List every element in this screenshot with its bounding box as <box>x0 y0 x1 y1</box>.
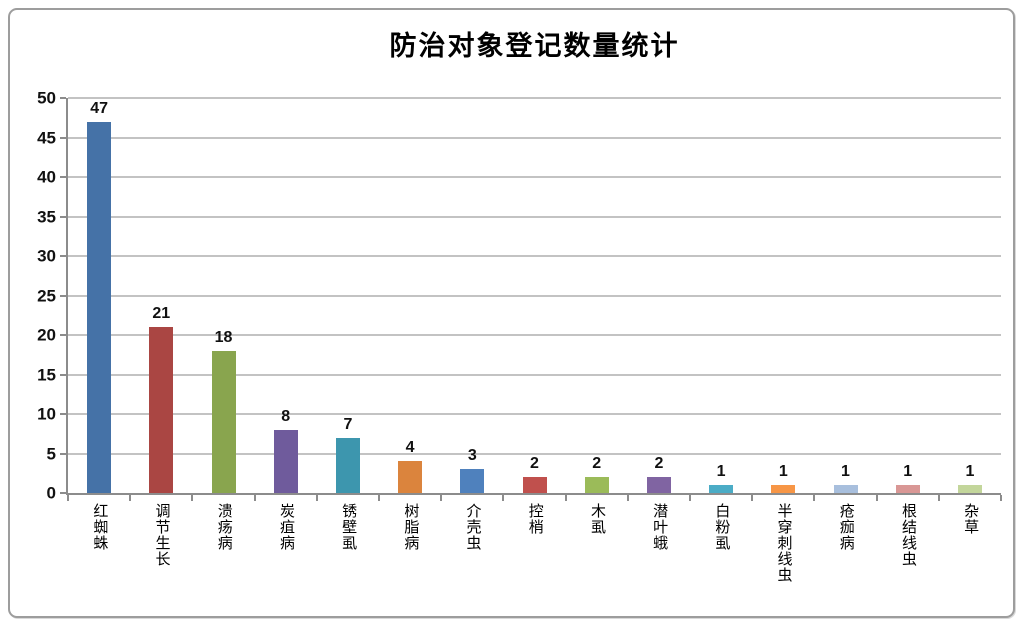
value-label: 4 <box>405 439 415 457</box>
y-axis-tick <box>60 413 66 415</box>
y-axis-tick-label: 5 <box>46 444 56 463</box>
y-axis-tick-label: 30 <box>37 246 56 266</box>
y-axis-tick <box>60 334 66 336</box>
x-axis-category-label: 溃疡病 <box>215 503 233 551</box>
bar-溃疡病 <box>211 350 236 493</box>
y-axis-tick <box>60 452 66 455</box>
x-axis-tick <box>1000 495 1002 501</box>
value-label: 1 <box>778 463 788 481</box>
x-axis-tick <box>315 495 318 501</box>
bar-锈壁虱 <box>335 437 360 493</box>
y-axis-tick <box>60 294 66 297</box>
gridline <box>68 334 1001 336</box>
x-axis-tick <box>813 495 816 501</box>
y-axis-line <box>66 98 68 493</box>
value-label: 18 <box>214 328 233 346</box>
value-label: 1 <box>965 463 975 481</box>
bar-根结线虫 <box>895 485 920 493</box>
x-axis-category-label: 木虱 <box>588 503 606 535</box>
bar-疮痂病 <box>833 485 858 493</box>
x-axis-tick <box>440 495 443 501</box>
bar-潜叶蛾 <box>646 477 671 493</box>
x-axis-category-label: 潜叶蛾 <box>651 503 669 551</box>
y-axis-tick <box>60 255 66 257</box>
y-axis-tick-label: 40 <box>37 167 56 187</box>
value-label: 7 <box>343 415 353 433</box>
x-axis-category-label: 树脂病 <box>402 503 420 551</box>
x-axis-category-label: 介壳虫 <box>464 503 482 551</box>
x-axis-category-label: 锈壁虱 <box>340 503 358 551</box>
x-axis-category-label: 控梢 <box>526 503 544 535</box>
x-axis-tick <box>378 495 380 501</box>
x-axis-tick <box>191 495 194 501</box>
bar-树脂病 <box>398 461 423 493</box>
x-axis-category-label: 红蜘蛛 <box>91 503 109 551</box>
bar-炭疽病 <box>273 429 298 493</box>
value-label: 21 <box>152 305 171 323</box>
x-axis-tick <box>502 495 505 501</box>
bar-木虱 <box>584 477 609 493</box>
y-axis-tick-label: 35 <box>37 207 56 226</box>
value-label: 3 <box>467 447 477 465</box>
value-label: 8 <box>281 407 291 425</box>
y-axis-tick <box>60 215 66 218</box>
value-label: 2 <box>592 455 602 473</box>
x-axis-category-label: 炭疽病 <box>277 503 295 551</box>
y-axis-tick <box>60 136 66 139</box>
bar-杂草 <box>957 485 982 493</box>
x-axis-tick <box>626 495 629 501</box>
y-axis-tick <box>60 492 66 494</box>
y-axis-tick <box>60 373 66 376</box>
bar-红蜘蛛 <box>87 121 112 493</box>
bar-白粉虱 <box>709 485 734 493</box>
x-axis-category-label: 杂草 <box>962 503 980 535</box>
chart-title: 防治对象登记数量统计 <box>389 31 680 61</box>
gridline <box>68 255 1001 257</box>
gridline <box>68 176 1001 178</box>
x-axis-tick <box>564 495 567 501</box>
gridline <box>68 452 1001 455</box>
value-label: 2 <box>654 455 664 473</box>
bar-控梢 <box>522 477 547 493</box>
x-axis-tick <box>875 495 878 501</box>
chart-frame: 防治对象登记数量统计 0 5 10 15 20 25 30 35 40 45 50 红蜘蛛 调节生长 溃… <box>8 8 1015 618</box>
x-axis-tick <box>689 495 691 501</box>
gridline <box>68 294 1001 297</box>
gridline <box>68 413 1001 415</box>
gridline <box>68 373 1001 376</box>
y-axis-tick <box>60 176 66 178</box>
x-axis-category-label: 根结线虫 <box>899 503 917 567</box>
value-label: 47 <box>90 99 108 117</box>
x-axis-tick <box>253 495 256 501</box>
value-label: 1 <box>841 463 850 481</box>
gridline <box>68 97 1001 99</box>
x-axis-tick <box>751 495 754 501</box>
y-axis-tick-label: 45 <box>37 128 56 147</box>
value-label: 1 <box>716 463 726 481</box>
x-axis-line <box>66 493 1001 495</box>
x-axis-category-label: 疮痂病 <box>837 503 855 551</box>
y-axis-tick-label: 50 <box>37 88 56 108</box>
y-axis-tick-label: 20 <box>37 325 56 345</box>
x-axis-category-label: 白粉虱 <box>713 503 731 551</box>
y-axis-tick-label: 15 <box>37 365 56 384</box>
gridline <box>68 215 1001 218</box>
gridline <box>68 136 1001 139</box>
x-axis-tick <box>129 495 132 501</box>
x-axis-category-label: 半穿刺线虫 <box>775 503 793 583</box>
bar-介壳虫 <box>460 469 485 493</box>
x-axis-tick <box>937 495 940 501</box>
y-axis-tick-label: 10 <box>37 404 56 424</box>
value-label: 2 <box>530 455 539 473</box>
x-axis-tick <box>67 495 69 501</box>
y-axis-tick <box>60 97 66 99</box>
value-label: 1 <box>903 463 913 481</box>
bar-调节生长 <box>149 327 174 493</box>
plot-area: 0 5 10 15 20 25 30 35 40 45 50 红蜘蛛 调节生长 溃疡病 炭疽病 锈壁虱 树脂病… <box>37 90 1002 583</box>
x-axis-category-label: 调节生长 <box>153 503 171 567</box>
y-axis-tick-label: 25 <box>37 286 56 305</box>
bar-半穿刺线虫 <box>771 485 796 493</box>
y-axis-tick-label: 0 <box>46 483 56 503</box>
